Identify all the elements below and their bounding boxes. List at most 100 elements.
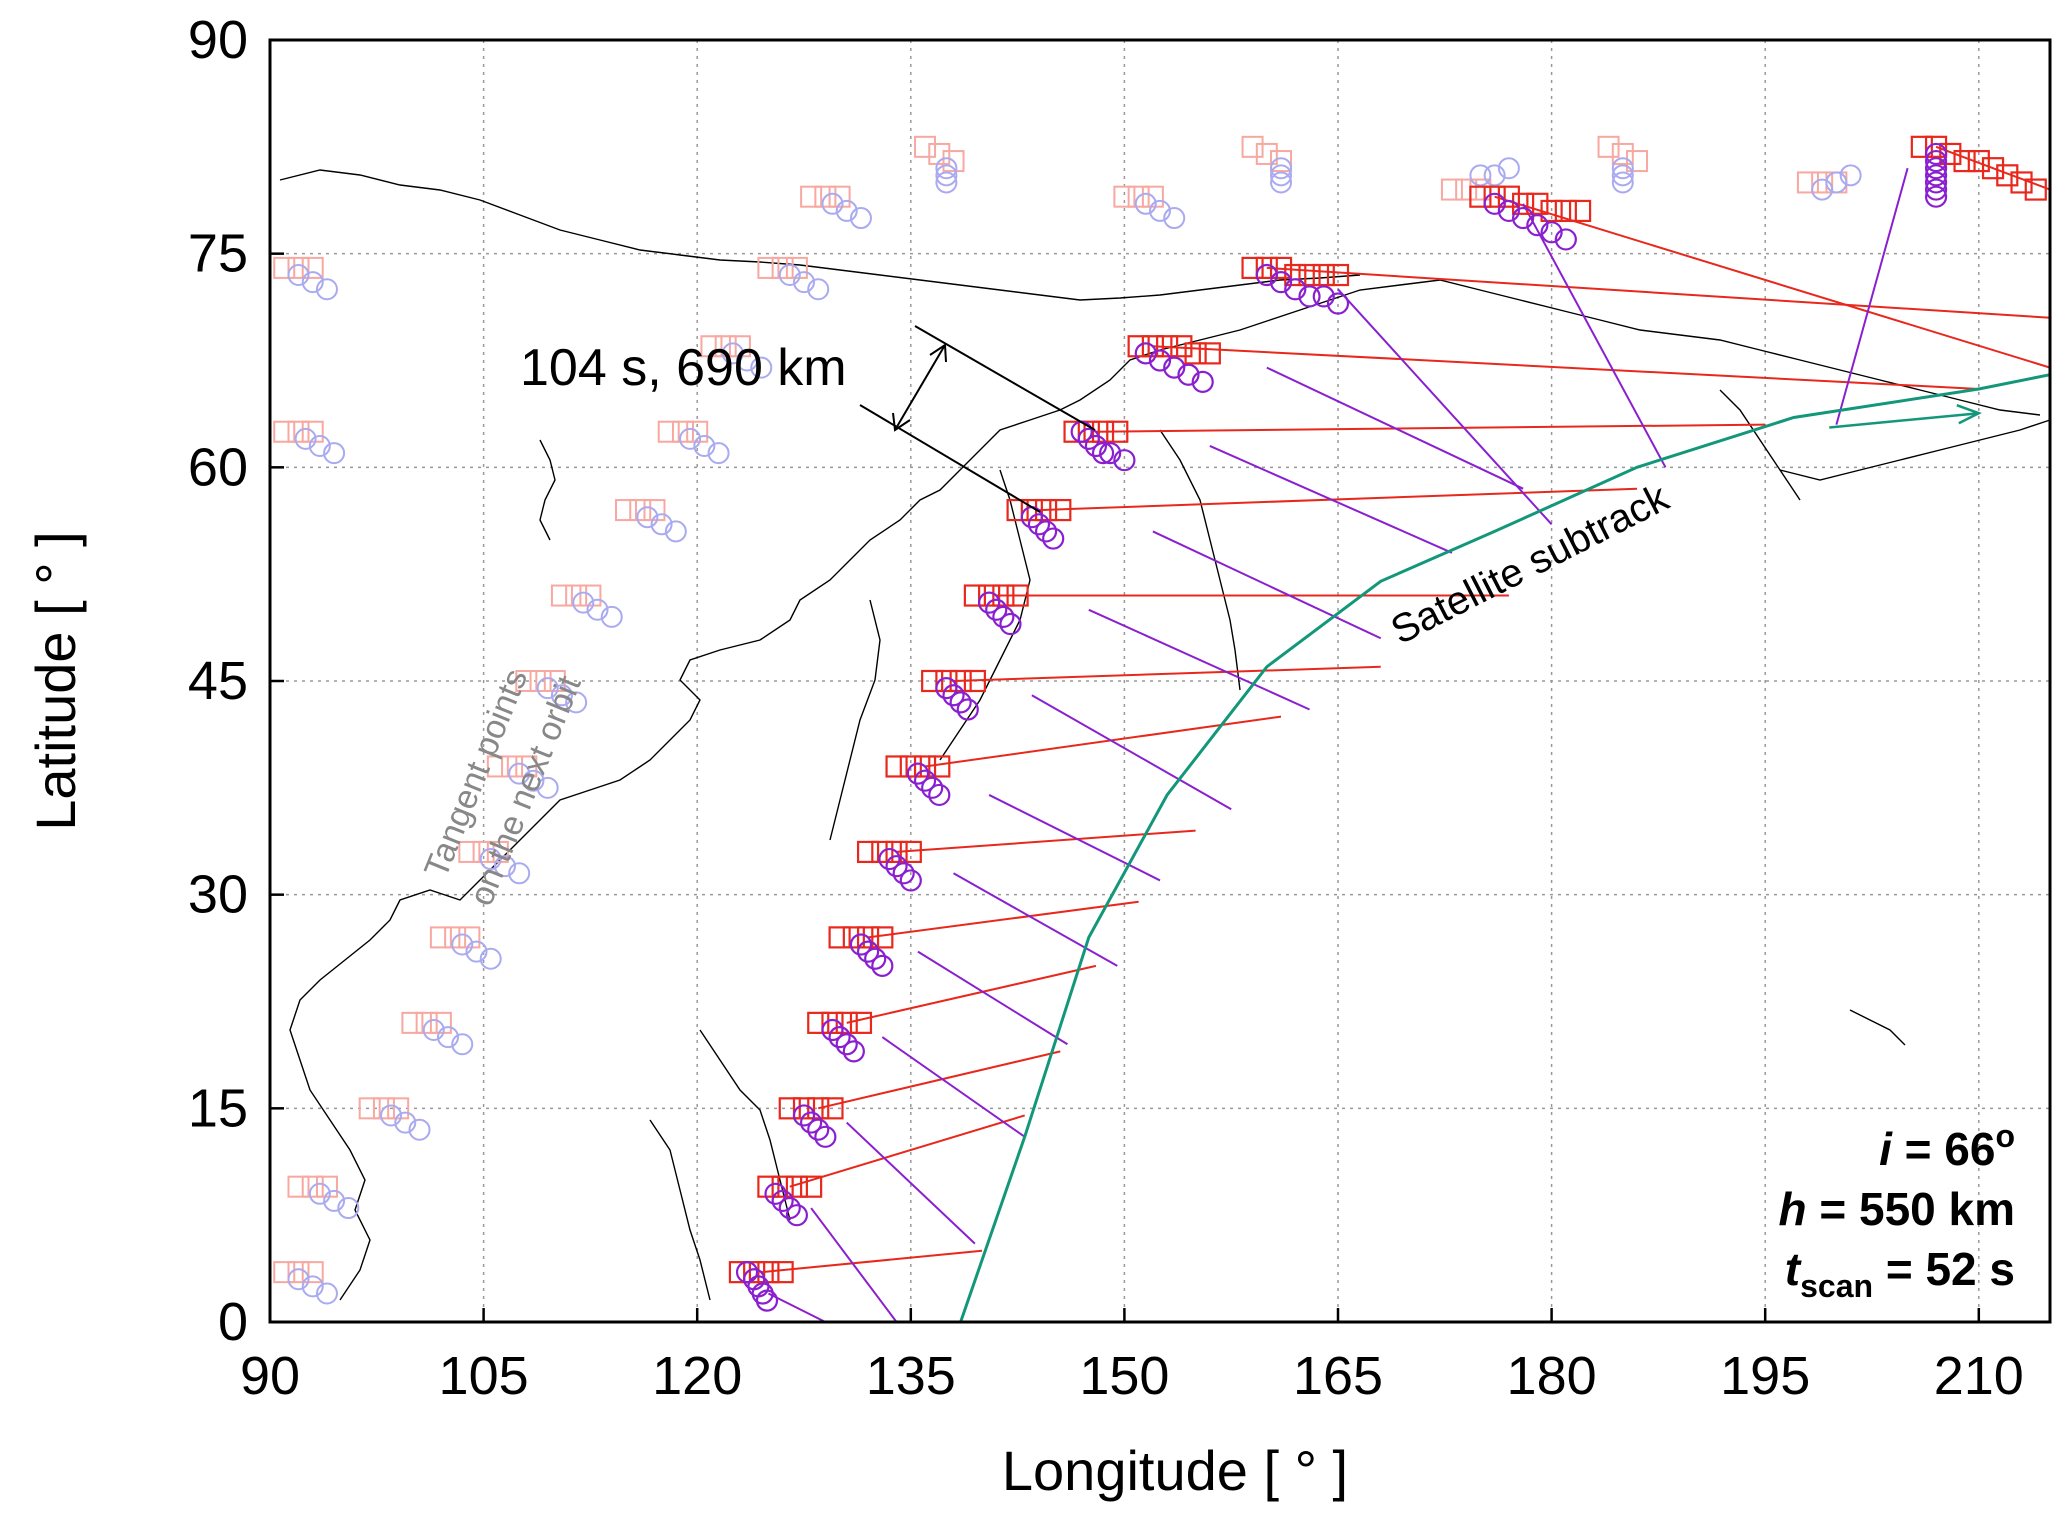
next-orbit-square bbox=[615, 499, 637, 522]
next-orbit-square bbox=[287, 420, 310, 443]
purple-circle-marker bbox=[942, 684, 965, 707]
next-orbit-circle bbox=[650, 513, 673, 536]
next-orbit-square bbox=[358, 1097, 381, 1120]
purple-circle-marker bbox=[1924, 149, 1948, 173]
x-tick-label: 150 bbox=[1079, 1346, 1169, 1406]
purple-line bbox=[917, 950, 1068, 1046]
next-orbit-circle bbox=[1149, 199, 1171, 222]
next-orbit-circle bbox=[1497, 157, 1520, 180]
next-orbit-circle bbox=[1811, 178, 1834, 201]
t-value: = 52 s bbox=[1873, 1243, 2015, 1295]
next-orbit-circle bbox=[301, 1275, 324, 1298]
next-orbit-square bbox=[714, 335, 737, 358]
red-square-marker bbox=[963, 584, 986, 607]
next-orbit-circle bbox=[1270, 164, 1293, 187]
next-orbit-circle bbox=[1839, 164, 1862, 187]
red-square-marker bbox=[992, 584, 1015, 607]
purple-circle-marker bbox=[1540, 221, 1563, 244]
purple-circle-marker bbox=[1924, 164, 1948, 187]
y-tick-label: 45 bbox=[188, 651, 248, 711]
purple-circle-marker bbox=[1497, 199, 1520, 223]
purple-circle-marker bbox=[899, 869, 922, 892]
red-square-marker bbox=[835, 1011, 858, 1034]
next-orbit-square bbox=[579, 584, 602, 607]
x-tick-label: 90 bbox=[240, 1346, 300, 1406]
next-orbit-circle bbox=[493, 855, 516, 878]
next-orbit-square bbox=[550, 584, 573, 607]
red-line bbox=[846, 964, 1097, 1024]
red-square-marker bbox=[1106, 420, 1129, 443]
red-square-marker bbox=[821, 1011, 844, 1034]
purple-circle-marker bbox=[1084, 434, 1108, 458]
purple-circle-marker bbox=[764, 1182, 787, 1205]
next-orbit-circle bbox=[522, 769, 545, 792]
next-orbit-circle bbox=[664, 520, 687, 543]
red-square-marker bbox=[1156, 335, 1179, 358]
next-orbit-square bbox=[287, 256, 310, 279]
next-orbit-circle bbox=[807, 278, 830, 301]
purple-circle-marker bbox=[735, 1261, 759, 1284]
purple-line bbox=[1209, 445, 1453, 554]
red-square-marker bbox=[1910, 135, 1933, 158]
next-orbit-circle bbox=[315, 278, 338, 301]
next-orbit-circle bbox=[1611, 164, 1634, 187]
next-orbit-circle bbox=[465, 940, 488, 963]
red-square-marker bbox=[913, 755, 937, 778]
purple-circle-marker bbox=[821, 1018, 844, 1042]
next-orbit-square bbox=[1255, 142, 1278, 165]
next-orbit-square bbox=[828, 185, 851, 208]
gap-arrow bbox=[859, 325, 1096, 513]
red-square-marker bbox=[978, 584, 1001, 607]
red-square-marker bbox=[785, 1175, 808, 1198]
red-square-marker bbox=[871, 840, 894, 864]
next-orbit-circle bbox=[479, 848, 502, 871]
t-symbol: t bbox=[1785, 1243, 1802, 1295]
next-orbit-circle bbox=[935, 164, 958, 187]
next-orbit-circle bbox=[935, 157, 958, 180]
next-orbit-square bbox=[700, 335, 723, 358]
next-orbit-square bbox=[1440, 178, 1463, 201]
next-orbit-circle bbox=[1270, 171, 1293, 194]
red-square-marker bbox=[856, 840, 880, 864]
x-tick-label: 135 bbox=[866, 1346, 956, 1406]
i-value: = 66 bbox=[1892, 1123, 1996, 1175]
purple-circle-marker bbox=[921, 776, 944, 799]
red-square-marker bbox=[921, 669, 944, 693]
next-orbit-circle bbox=[935, 171, 958, 194]
next-orbit-circle bbox=[323, 1189, 346, 1212]
next-orbit-circle bbox=[1270, 157, 1293, 180]
inclination-param: i = 66o bbox=[1879, 1118, 2015, 1175]
purple-line bbox=[1835, 167, 1909, 425]
next-orbit-square bbox=[1141, 185, 1164, 208]
red-line bbox=[953, 665, 1381, 682]
next-orbit-square bbox=[415, 1011, 438, 1034]
next-orbit-circle bbox=[422, 1018, 445, 1041]
next-orbit-circle bbox=[437, 1026, 459, 1049]
purple-circle-marker bbox=[892, 862, 915, 885]
next-orbit-square bbox=[273, 256, 296, 279]
red-square-marker bbox=[1184, 342, 1207, 365]
red-square-marker bbox=[885, 840, 908, 864]
x-tick-label: 105 bbox=[439, 1346, 529, 1406]
red-square-marker bbox=[792, 1097, 816, 1120]
next-orbit-square bbox=[657, 420, 680, 443]
red-square-marker bbox=[1241, 256, 1264, 280]
satellite-subtrack bbox=[959, 373, 2051, 1323]
purple-circle-marker bbox=[956, 698, 979, 721]
red-square-marker bbox=[1568, 199, 1592, 223]
next-orbit-circle bbox=[287, 264, 310, 287]
next-orbit-circle bbox=[294, 427, 317, 450]
purple-line bbox=[1152, 530, 1382, 640]
purple-circle-marker bbox=[755, 1289, 779, 1312]
purple-circle-marker bbox=[999, 612, 1022, 636]
purple-circle-marker bbox=[1163, 356, 1186, 379]
x-tick-label: 165 bbox=[1293, 1346, 1383, 1406]
red-lines bbox=[761, 145, 2051, 1274]
red-square-marker bbox=[928, 755, 951, 778]
next-orbit-circle bbox=[1134, 192, 1157, 215]
purple-circle-marker bbox=[814, 1125, 837, 1148]
purple-circle-marker bbox=[906, 762, 930, 785]
red-square-marker bbox=[1469, 185, 1492, 208]
y-tick-label: 90 bbox=[188, 10, 248, 70]
next-orbit-circle bbox=[323, 442, 346, 465]
